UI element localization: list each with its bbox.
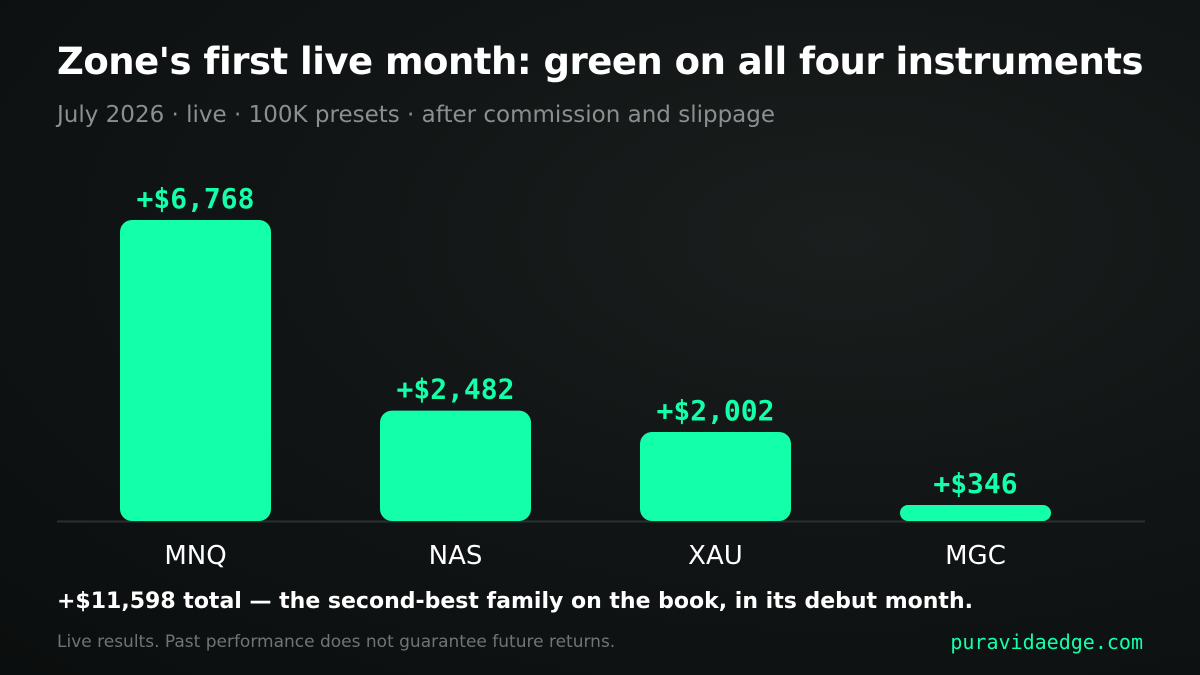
category-label-mgc: MGC: [945, 541, 1006, 571]
chart-subtitle: July 2026 · live · 100K presets · after …: [57, 102, 776, 128]
bar-group: +$6,768 MNQ +$2,482 NAS +$2,002 XAU +$346 MGC: [120, 182, 1051, 571]
category-label-xau: XAU: [688, 541, 743, 571]
total-summary: +$11,598 total — the second-best family …: [57, 589, 973, 614]
bar-mgc: [900, 505, 1051, 521]
data-label-nas: +$2,482: [396, 373, 514, 406]
data-label-mgc: +$346: [933, 467, 1017, 500]
data-label-xau: +$2,002: [656, 394, 774, 427]
chart-title: Zone's first live month: green on all fo…: [57, 40, 1144, 83]
bar-mnq: [120, 220, 271, 521]
data-label-mnq: +$6,768: [136, 182, 254, 215]
disclaimer-text: Live results. Past performance does not …: [57, 632, 616, 652]
bar-nas: [380, 410, 531, 521]
category-label-mnq: MNQ: [164, 541, 226, 571]
category-label-nas: NAS: [429, 541, 483, 571]
site-link[interactable]: puravidaedge.com: [950, 630, 1143, 654]
bar-xau: [640, 431, 791, 521]
